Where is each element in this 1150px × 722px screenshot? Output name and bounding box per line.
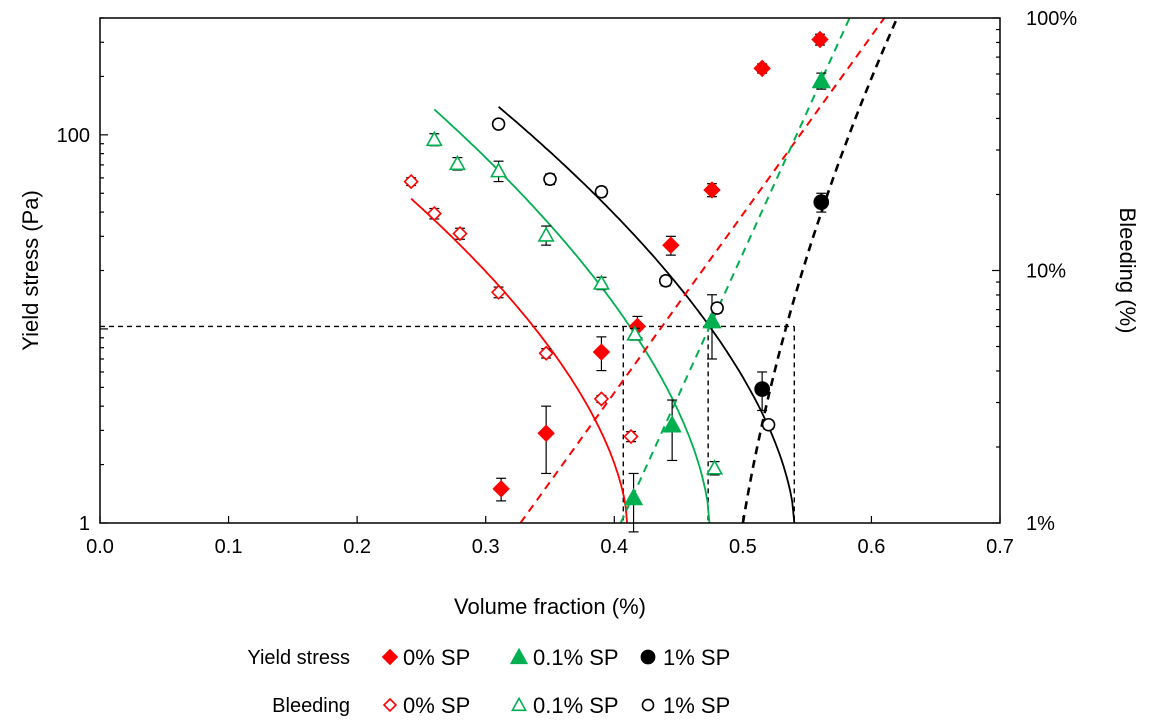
legend-item-label: 0% SP — [403, 693, 470, 718]
legend-row-label: Bleeding — [272, 695, 350, 717]
y-right-tick-label: 1% — [1026, 513, 1055, 535]
x-tick-label: 0.7 — [986, 536, 1014, 558]
bleeding-point — [538, 345, 554, 361]
legend-marker-diamond — [381, 648, 399, 666]
bleeding-point — [537, 226, 555, 242]
legend-item-label: 1% SP — [663, 693, 730, 718]
bleeding-fit-curve — [498, 106, 796, 523]
x-tick-label: 0.1 — [215, 536, 243, 558]
legend-item-label: 0% SP — [403, 645, 470, 670]
legend-item-label: 1% SP — [663, 645, 730, 670]
yield-stress-point — [811, 70, 831, 89]
yield-stress-point — [703, 181, 721, 199]
bleeding-point — [403, 173, 419, 190]
bleeding-fit-curve — [433, 108, 711, 523]
y-left-tick-label: 100 — [57, 125, 90, 147]
legend-marker-triangle — [511, 696, 527, 712]
yield-stress-point — [537, 424, 555, 442]
axes: 0.0 0.1 0.2 0.3 0.4 0.5 0.6 0.7 1 100 1% 10% 100% — [57, 8, 1078, 558]
y-left-tick-label: 1 — [79, 513, 90, 535]
bleeding-point — [626, 325, 644, 341]
x-tick-label: 0.3 — [472, 536, 500, 558]
yield-stress-point — [702, 311, 722, 329]
bleeding-point — [710, 301, 724, 315]
yield-stress-point — [753, 59, 771, 78]
legend-marker-circle — [640, 649, 656, 665]
yield-stress-point — [754, 381, 771, 397]
x-tick-label: 0.0 — [86, 536, 114, 558]
yield-stress-point — [592, 343, 611, 361]
plot-frame — [99, 17, 1001, 524]
yield-stress-point — [662, 415, 682, 433]
yield-stress-fit-line — [519, 18, 886, 523]
legend-marker-triangle — [509, 647, 529, 665]
y-right-tick-label: 100% — [1026, 8, 1077, 30]
x-tick-label: 0.2 — [343, 536, 371, 558]
yield-stress-point — [662, 236, 680, 254]
legend-marker-circle — [641, 698, 655, 712]
yield-stress-fit-line — [619, 18, 851, 523]
bleeding-point — [543, 172, 557, 186]
yield-stress-point — [813, 194, 830, 211]
bleeding-point — [761, 417, 776, 432]
y-axis-right-label: Bleeding (%) — [1115, 208, 1140, 334]
legend-marker-diamond — [382, 697, 398, 713]
x-axis-label: Volume fraction (%) — [454, 594, 646, 619]
bleeding-point — [452, 225, 468, 242]
yield-stress-fit-line — [741, 18, 899, 523]
y-right-tick-label: 10% — [1026, 261, 1066, 283]
bleeding-point — [623, 428, 639, 445]
x-tick-label: 0.4 — [600, 536, 628, 558]
yield-stress-point — [492, 480, 510, 498]
bleeding-point — [448, 154, 466, 171]
bleeding-point — [490, 162, 508, 178]
bleeding-point — [425, 130, 443, 147]
bleeding-point — [490, 284, 507, 300]
bleeding-point — [491, 117, 506, 131]
bleeding-point — [593, 391, 610, 407]
bleeding-point — [592, 274, 610, 290]
bleeding-point — [706, 459, 724, 475]
legend-item-label: 0.1% SP — [533, 693, 619, 718]
yield-stress-point — [811, 30, 829, 49]
bleeding-point — [594, 185, 609, 199]
legend-item-label: 0.1% SP — [533, 645, 619, 670]
y-axis-left-label: Yield stress (Pa) — [18, 190, 43, 351]
bleeding-point — [426, 205, 442, 222]
bleeding-fit-curve — [410, 198, 628, 523]
legend: Yield stress 0% SP 0.1% SP 1% SP Bleeding 0% … — [247, 645, 730, 718]
x-tick-label: 0.6 — [858, 536, 886, 558]
x-tick-label: 0.5 — [729, 536, 757, 558]
bleeding-point — [658, 274, 673, 288]
plot-content — [100, 18, 899, 523]
data-points — [403, 30, 831, 533]
yield-stress-point — [623, 487, 644, 506]
legend-row-label: Yield stress — [247, 647, 350, 669]
